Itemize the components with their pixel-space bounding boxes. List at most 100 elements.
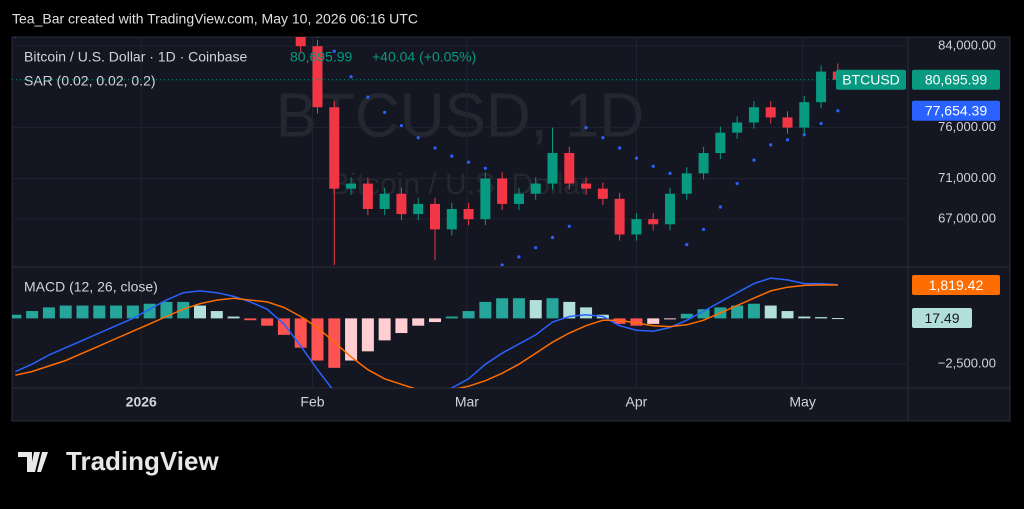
sar-tag: 77,654.39 xyxy=(925,102,987,118)
candle-body xyxy=(665,194,675,225)
macd-histogram-bar xyxy=(177,302,189,318)
macd-histogram-bar xyxy=(60,306,72,319)
candle-body xyxy=(497,178,507,203)
sar-dot xyxy=(584,126,587,129)
macd-histogram-bar xyxy=(110,306,122,319)
x-tick-label: Feb xyxy=(300,394,324,410)
price-tag: 80,695.99 xyxy=(925,71,987,87)
y-tick-label: 84,000.00 xyxy=(938,38,996,53)
macd-histogram-bar xyxy=(429,318,441,322)
candle-body xyxy=(631,219,641,234)
macd-histogram-bar xyxy=(211,311,223,318)
macd-histogram-bar xyxy=(463,311,475,318)
sar-dot xyxy=(819,122,822,125)
candle-body xyxy=(699,153,709,173)
sar-dot xyxy=(769,143,772,146)
macd-histogram-bar xyxy=(815,317,827,318)
candle-body xyxy=(346,184,356,189)
sar-dot xyxy=(702,228,705,231)
x-tick-label: Mar xyxy=(455,394,479,410)
macd-histogram-bar xyxy=(379,318,391,340)
signal-tag: 1,819.42 xyxy=(929,277,984,293)
macd-legend: MACD (12, 26, close) xyxy=(24,279,158,295)
sar-dot xyxy=(534,246,537,249)
sar-dot xyxy=(517,255,520,258)
header: Tea_Bar created with TradingView.com, Ma… xyxy=(12,11,418,27)
macd-histogram-bar xyxy=(295,318,307,347)
sar-dot xyxy=(484,167,487,170)
macd-histogram-bar xyxy=(26,311,38,318)
candle-body xyxy=(380,194,390,209)
macd-histogram-bar xyxy=(580,307,592,318)
candle-body xyxy=(581,184,591,189)
candle-body xyxy=(514,194,524,204)
sar-dot xyxy=(685,243,688,246)
macd-histogram-bar xyxy=(446,317,458,319)
macd-histogram-bar xyxy=(412,318,424,325)
macd-histogram-bar xyxy=(647,318,659,323)
sar-dot xyxy=(786,138,789,141)
candle-body xyxy=(480,178,490,219)
sar-dot xyxy=(568,225,571,228)
macd-histogram-bar xyxy=(782,311,794,318)
candle-body xyxy=(464,209,474,219)
ticker-tag: BTCUSD xyxy=(842,71,900,87)
legend-change: +40.04 (+0.05%) xyxy=(372,49,476,65)
y-tick-label: 71,000.00 xyxy=(938,170,996,185)
sar-dot xyxy=(752,159,755,162)
candle-body xyxy=(732,122,742,132)
candle-body xyxy=(430,204,440,229)
macd-histogram-bar xyxy=(748,304,760,319)
x-tick-label: 2026 xyxy=(126,394,157,410)
sar-legend: SAR (0.02, 0.02, 0.2) xyxy=(24,73,156,89)
sar-dot xyxy=(383,111,386,114)
candle-body xyxy=(564,153,574,184)
sar-dot xyxy=(652,165,655,168)
sar-dot xyxy=(366,95,369,98)
x-tick-label: Apr xyxy=(626,394,648,410)
x-tick-label: May xyxy=(789,394,815,410)
macd-histogram-bar xyxy=(530,300,542,318)
macd-histogram-bar xyxy=(547,298,559,318)
macd-histogram-bar xyxy=(194,306,206,319)
sar-dot xyxy=(551,236,554,239)
macd-histogram-bar xyxy=(93,306,105,319)
candle-body xyxy=(799,102,809,127)
sar-dot xyxy=(450,154,453,157)
candle-body xyxy=(531,184,541,194)
y-tick-label: 76,000.00 xyxy=(938,119,996,134)
candle-body xyxy=(766,107,776,117)
macd-histogram-bar xyxy=(43,307,55,318)
sar-dot xyxy=(601,136,604,139)
candle-body xyxy=(363,184,373,209)
sar-dot xyxy=(349,75,352,78)
macd-histogram-bar xyxy=(513,298,525,318)
macd-histogram-bar xyxy=(798,317,810,319)
candle-body xyxy=(396,194,406,214)
macd-histogram-bar xyxy=(832,318,844,319)
candle-body xyxy=(783,117,793,127)
sar-dot xyxy=(400,124,403,127)
sar-dot xyxy=(803,133,806,136)
candle-body xyxy=(548,153,558,184)
candle-body xyxy=(615,199,625,235)
y-tick-label: 67,000.00 xyxy=(938,211,996,226)
histogram-tag: 17.49 xyxy=(924,310,959,326)
macd-histogram-bar xyxy=(395,318,407,333)
sar-dot xyxy=(467,161,470,164)
footer-logo: TradingView xyxy=(66,446,219,476)
macd-histogram-bar xyxy=(345,318,357,360)
sar-dot xyxy=(433,146,436,149)
candle-body xyxy=(413,204,423,214)
macd-histogram-bar xyxy=(228,317,240,319)
macd-histogram-bar xyxy=(362,318,374,351)
sar-dot xyxy=(417,136,420,139)
candle-body xyxy=(329,107,339,188)
macd-histogram-bar xyxy=(244,318,256,320)
y-tick-label: −2,500.00 xyxy=(938,356,996,371)
candle-body xyxy=(648,219,658,224)
macd-histogram-bar xyxy=(496,298,508,318)
candle-body xyxy=(682,173,692,193)
candle-body xyxy=(598,189,608,199)
